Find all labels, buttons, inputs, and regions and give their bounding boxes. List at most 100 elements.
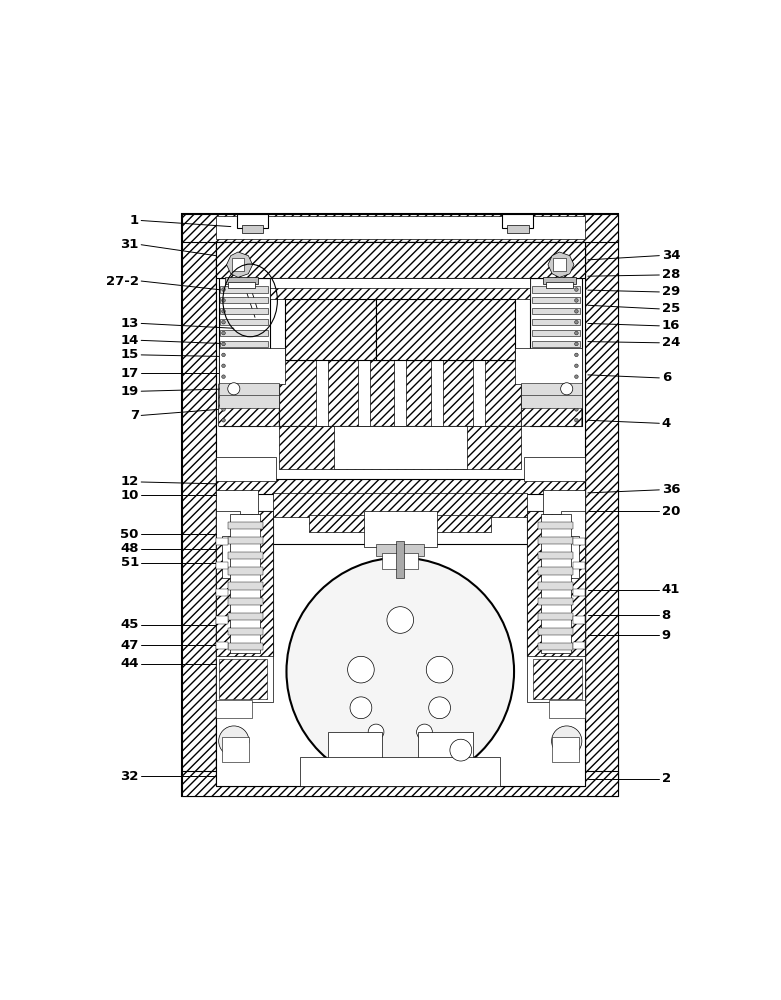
- Circle shape: [350, 697, 372, 719]
- Bar: [280, 426, 521, 469]
- Bar: [382, 553, 419, 569]
- Bar: [521, 383, 582, 396]
- Bar: [537, 552, 572, 559]
- Bar: [228, 537, 263, 544]
- Bar: [532, 352, 580, 358]
- Text: 6: 6: [662, 371, 671, 384]
- Bar: [572, 616, 585, 624]
- Circle shape: [575, 353, 578, 357]
- Bar: [216, 616, 228, 624]
- Text: 28: 28: [662, 268, 680, 281]
- Bar: [219, 659, 267, 699]
- Bar: [572, 538, 585, 545]
- Bar: [473, 299, 485, 426]
- Circle shape: [287, 558, 514, 785]
- Bar: [419, 732, 473, 768]
- Circle shape: [575, 375, 578, 378]
- Bar: [220, 374, 269, 380]
- Bar: [182, 771, 618, 796]
- Bar: [216, 538, 228, 545]
- Text: 7: 7: [130, 409, 139, 422]
- Circle shape: [222, 331, 226, 335]
- Circle shape: [222, 375, 226, 378]
- Bar: [285, 299, 376, 360]
- Circle shape: [575, 397, 578, 400]
- Text: 32: 32: [120, 770, 139, 783]
- Text: 31: 31: [120, 238, 139, 251]
- Circle shape: [575, 288, 578, 291]
- Bar: [222, 737, 249, 762]
- Text: 50: 50: [120, 528, 139, 541]
- Bar: [228, 598, 263, 605]
- Text: 47: 47: [120, 639, 139, 652]
- Bar: [527, 511, 585, 656]
- Bar: [533, 659, 582, 699]
- Bar: [270, 288, 530, 299]
- Bar: [530, 278, 582, 426]
- Bar: [532, 385, 580, 391]
- Bar: [502, 214, 533, 228]
- Bar: [532, 297, 580, 303]
- Bar: [219, 383, 280, 396]
- Bar: [228, 282, 255, 288]
- Bar: [532, 406, 580, 412]
- Bar: [222, 536, 258, 578]
- Text: 16: 16: [662, 319, 680, 332]
- Bar: [532, 341, 580, 347]
- Bar: [219, 348, 285, 384]
- Circle shape: [575, 418, 578, 422]
- Bar: [537, 598, 572, 605]
- Bar: [216, 510, 252, 520]
- Bar: [228, 582, 263, 590]
- Text: 4: 4: [662, 417, 671, 430]
- Bar: [561, 511, 585, 538]
- Text: 15: 15: [120, 348, 139, 361]
- Circle shape: [450, 739, 472, 761]
- Bar: [551, 737, 579, 762]
- Circle shape: [561, 383, 572, 395]
- Bar: [280, 360, 521, 426]
- Bar: [548, 510, 585, 520]
- Text: 10: 10: [120, 489, 139, 502]
- Text: 2: 2: [662, 772, 671, 785]
- Bar: [301, 757, 500, 786]
- Text: 13: 13: [120, 317, 139, 330]
- Bar: [532, 395, 580, 401]
- Circle shape: [222, 408, 226, 411]
- Bar: [532, 308, 580, 314]
- Circle shape: [551, 726, 582, 756]
- Circle shape: [228, 383, 240, 395]
- Bar: [364, 511, 437, 547]
- Circle shape: [348, 656, 374, 683]
- Bar: [532, 286, 580, 293]
- Bar: [527, 655, 585, 702]
- Circle shape: [575, 331, 578, 335]
- Bar: [316, 299, 328, 426]
- Circle shape: [575, 408, 578, 411]
- Bar: [270, 278, 530, 290]
- Bar: [524, 457, 585, 481]
- Bar: [216, 562, 228, 569]
- Bar: [532, 330, 580, 336]
- Bar: [230, 514, 260, 653]
- Text: 17: 17: [120, 367, 139, 380]
- Circle shape: [575, 320, 578, 324]
- Bar: [396, 541, 405, 578]
- Bar: [220, 395, 269, 401]
- Bar: [228, 643, 263, 650]
- Bar: [216, 642, 228, 649]
- Bar: [515, 348, 582, 384]
- Bar: [228, 628, 263, 635]
- Circle shape: [368, 724, 384, 740]
- Bar: [537, 522, 572, 529]
- Text: 14: 14: [120, 334, 139, 347]
- Text: 29: 29: [662, 285, 680, 298]
- Circle shape: [222, 320, 226, 324]
- Bar: [376, 299, 515, 360]
- Bar: [228, 567, 263, 575]
- Bar: [216, 242, 585, 278]
- Bar: [216, 216, 585, 239]
- Bar: [537, 628, 572, 635]
- Bar: [376, 544, 425, 556]
- Circle shape: [222, 386, 226, 389]
